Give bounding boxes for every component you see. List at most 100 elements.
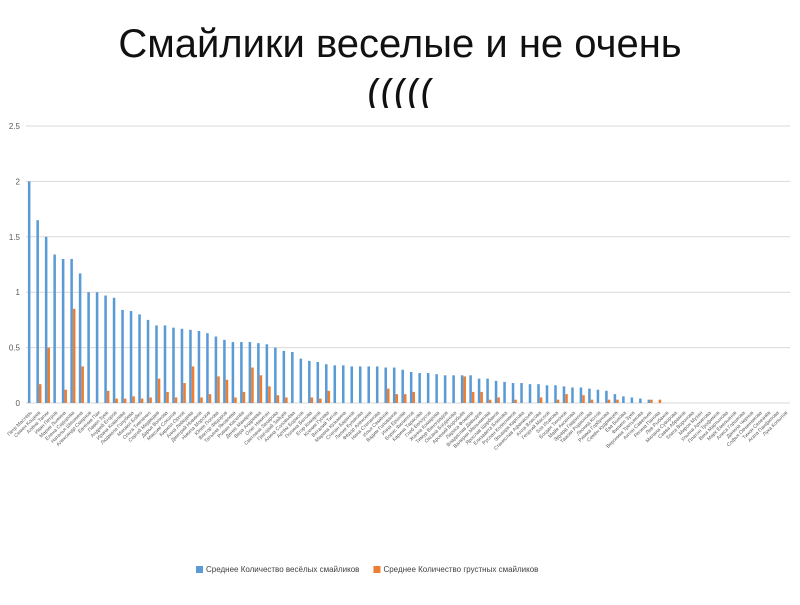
bar-sad (395, 394, 399, 403)
bars (27, 181, 662, 403)
bar-happy (104, 295, 107, 403)
bar-sad (157, 378, 161, 403)
bar-happy (367, 366, 370, 403)
legend-swatch (196, 566, 203, 573)
bar-happy (180, 328, 184, 403)
bar-sad (514, 399, 517, 403)
bar-happy (240, 342, 243, 403)
bar-sad (72, 308, 76, 403)
bar-sad (276, 395, 280, 403)
bar-happy (630, 397, 634, 403)
bar-happy (409, 371, 413, 403)
bar-chart: 0 0.5 1 1.5 2 2.5 Петр Мастерь Семен Кощеев Алё… (0, 108, 800, 600)
bar-happy (87, 292, 90, 403)
bar-happy (291, 352, 294, 403)
bar-happy (197, 330, 201, 403)
y-tick-label: 2 (16, 177, 21, 186)
bar-sad (327, 390, 331, 403)
bar-sad (616, 399, 619, 403)
bar-happy (333, 365, 337, 403)
bar-sad (565, 394, 568, 403)
bar-happy (325, 364, 328, 403)
bar-sad (242, 391, 246, 403)
bar-happy (511, 383, 515, 403)
bar-happy (53, 254, 56, 403)
bar-sad (166, 391, 169, 403)
bar-sad (115, 398, 118, 403)
bar-sad (174, 397, 178, 403)
bar-sad (149, 397, 152, 403)
bar-happy (316, 362, 320, 403)
legend-swatch (373, 566, 381, 573)
bar-happy (435, 374, 438, 403)
bar-happy (384, 367, 387, 403)
legend: Среднее Количество весёлых смайликов Сред… (196, 565, 538, 574)
bar-sad (208, 394, 212, 403)
bar-happy (70, 258, 73, 403)
y-tick-label: 0.5 (9, 344, 21, 353)
bar-sad (132, 396, 135, 403)
bar-sad (403, 394, 407, 403)
bar-sad (106, 390, 110, 403)
bar-happy (537, 384, 540, 403)
bar-happy (61, 258, 65, 403)
bar-happy (146, 319, 150, 403)
y-axis: 0 0.5 1 1.5 2 2.5 (9, 122, 21, 408)
bar-happy (206, 333, 209, 403)
bar-sad (217, 376, 220, 403)
bar-happy (308, 360, 311, 403)
bar-happy (189, 329, 192, 403)
bar-happy (375, 366, 379, 403)
bar-sad (200, 397, 203, 403)
bar-happy (392, 367, 396, 403)
bar-happy (121, 309, 124, 403)
bar-happy (477, 378, 481, 403)
bar-happy (426, 373, 430, 403)
bar-happy (494, 380, 498, 403)
bar-sad (310, 397, 314, 403)
bar-happy (554, 385, 557, 403)
bar-happy (401, 369, 404, 403)
bar-sad (268, 386, 271, 403)
y-tick-label: 1 (16, 288, 21, 297)
bar-happy (503, 381, 506, 403)
bar-sad (539, 397, 543, 403)
bar-happy (248, 342, 252, 403)
bar-happy (223, 339, 226, 403)
bar-sad (251, 367, 254, 403)
bar-happy (265, 344, 269, 403)
bar-happy (520, 383, 523, 403)
bar-sad (471, 391, 475, 403)
y-tick-label: 0 (16, 399, 21, 408)
bar-sad (480, 391, 483, 403)
bar-sad (140, 398, 144, 403)
bar-happy (274, 347, 277, 403)
bar-sad (463, 376, 466, 403)
bar-happy (486, 378, 489, 403)
bar-happy (418, 373, 421, 403)
y-tick-label: 1.5 (9, 233, 21, 242)
bar-happy (78, 273, 82, 403)
bar-happy (155, 325, 158, 403)
bar-happy (469, 375, 472, 403)
bar-happy (452, 375, 455, 403)
bar-sad (191, 366, 195, 403)
bar-happy (358, 366, 362, 403)
bar-sad (285, 397, 288, 403)
bar-sad (590, 399, 594, 403)
bar-happy (579, 387, 583, 403)
bar-sad (259, 375, 263, 403)
bar-sad (497, 397, 500, 403)
bar-happy (443, 375, 447, 403)
legend-label: Среднее Количество грустных смайликов (383, 565, 538, 574)
bar-happy (571, 387, 574, 403)
bar-happy (528, 384, 532, 403)
bar-sad (47, 347, 50, 403)
bar-happy (214, 336, 218, 403)
bar-happy (588, 388, 591, 403)
legend-label: Среднее Количество весёлых смайликов (206, 565, 359, 574)
bar-sad (64, 389, 67, 403)
bar-sad (123, 398, 127, 403)
